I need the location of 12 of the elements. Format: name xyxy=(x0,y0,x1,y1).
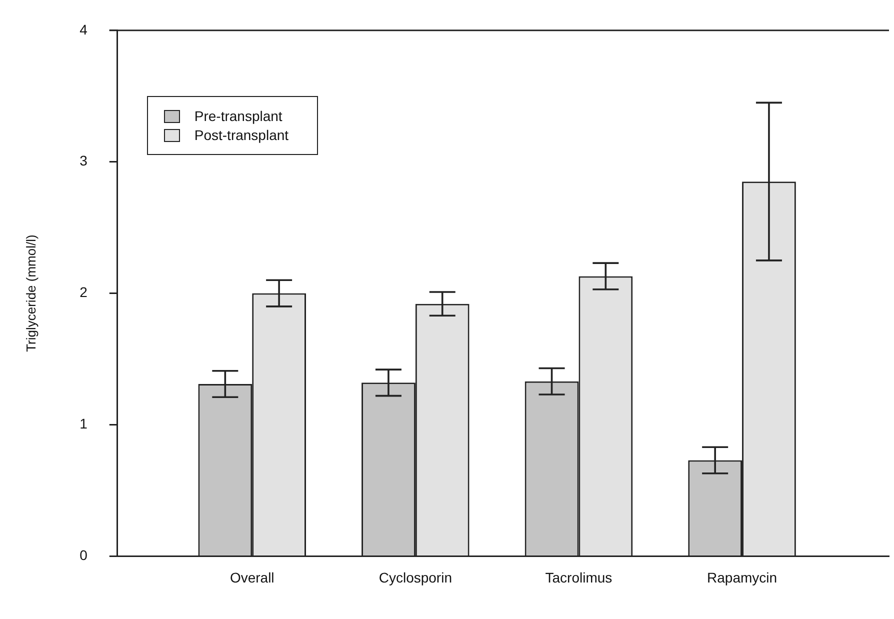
x-tick-label: Overall xyxy=(230,569,274,586)
x-tick-label: Rapamycin xyxy=(707,569,778,586)
legend-label: Pre-transplant xyxy=(194,108,282,124)
y-tick-label: 3 xyxy=(80,152,88,169)
x-tick-label: Tacrolimus xyxy=(545,569,612,586)
y-tick-label: 4 xyxy=(80,21,88,38)
x-tick-label: Cyclosporin xyxy=(378,569,452,586)
y-tick-label: 2 xyxy=(80,284,88,300)
legend-label: Post-transplant xyxy=(194,127,289,144)
y-axis-title: Triglyceride (mmol/l) xyxy=(23,234,38,352)
y-tick-label: 0 xyxy=(80,547,88,564)
y-tick-label: 1 xyxy=(80,416,88,432)
